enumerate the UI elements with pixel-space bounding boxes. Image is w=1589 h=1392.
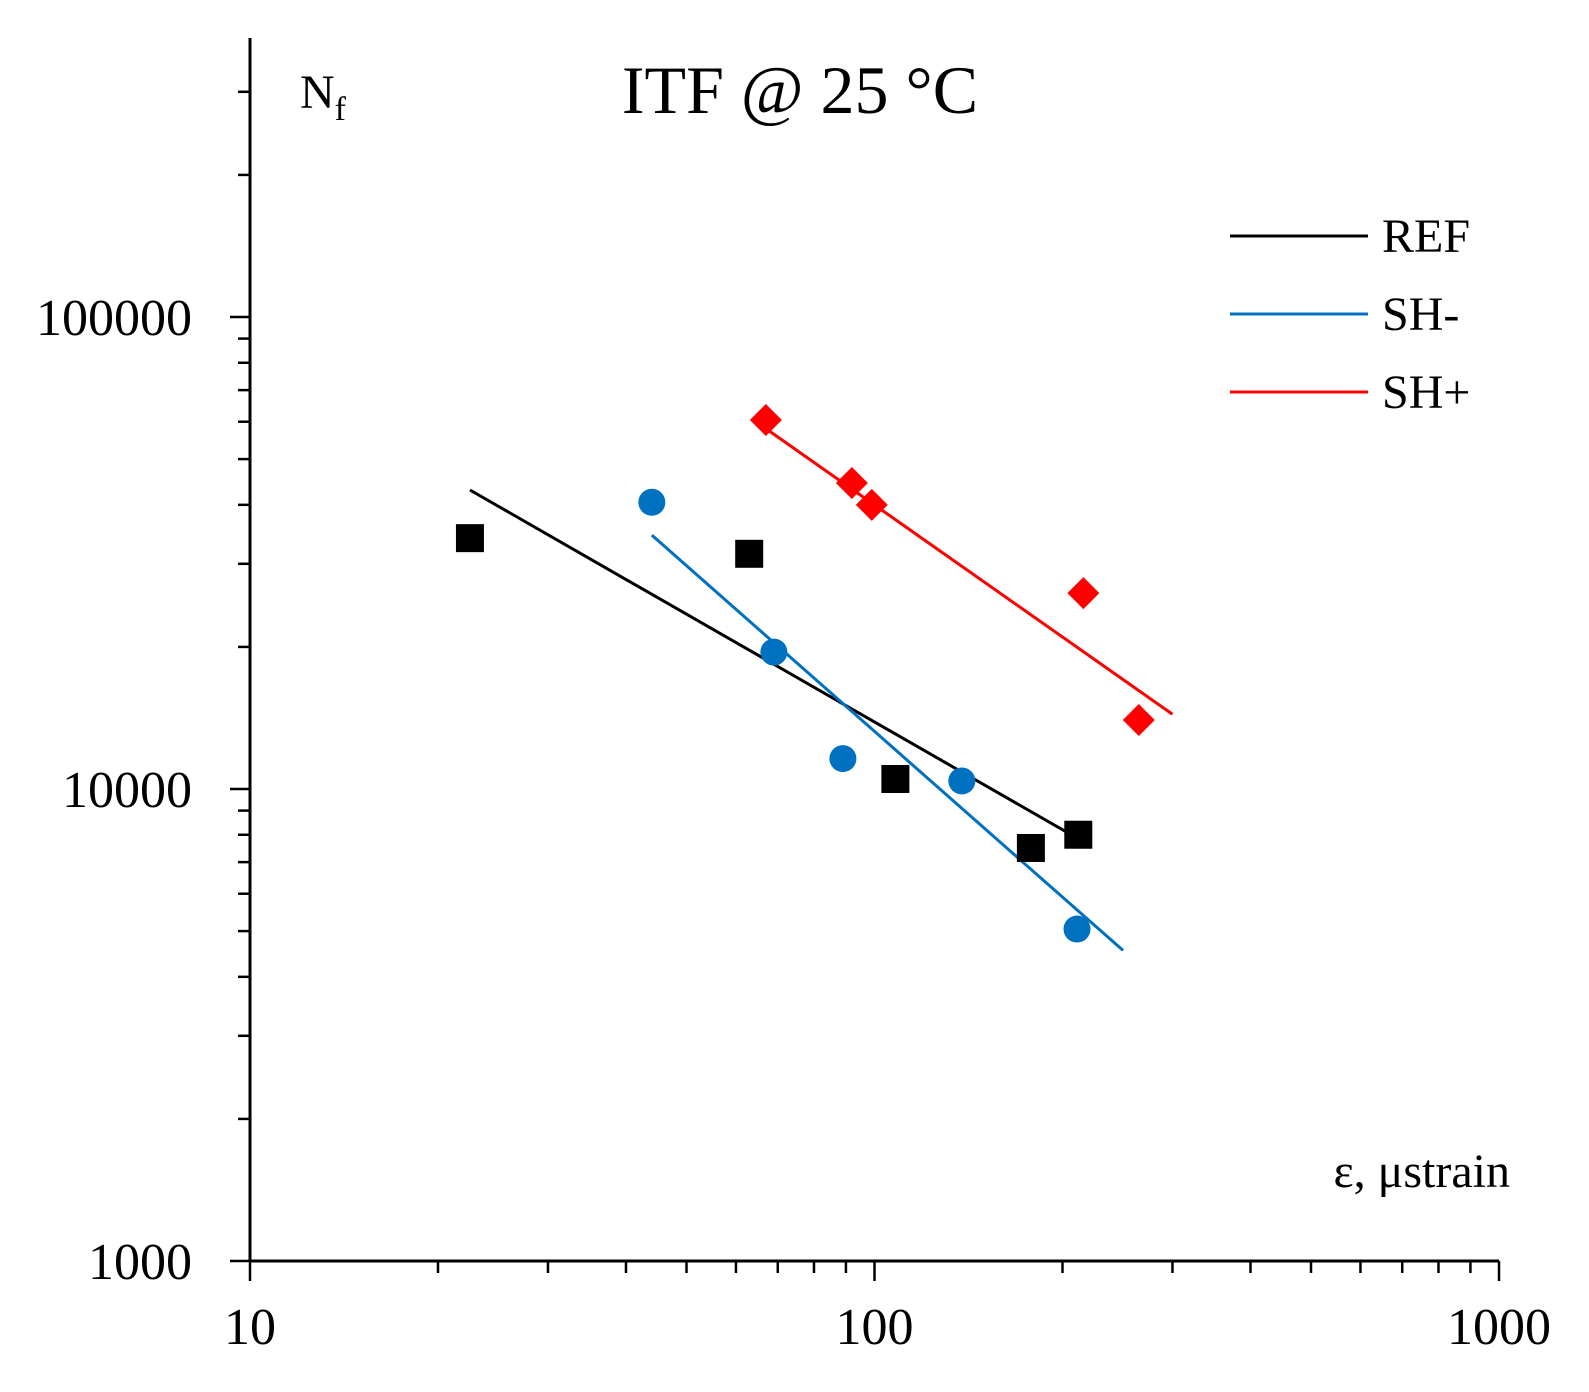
- x-tick-label: 10: [224, 1299, 276, 1356]
- legend: REF SH- SH+: [1230, 210, 1470, 419]
- x-axis-title: ε, μstrain: [1333, 1145, 1510, 1198]
- trendline-shplus: [765, 427, 1174, 716]
- data-point-ref: [1064, 820, 1093, 849]
- y-axis-title: Nf: [300, 66, 347, 128]
- legend-label-shplus: SH+: [1382, 366, 1470, 419]
- data-point-shminus: [760, 638, 788, 666]
- data-point-ref: [455, 524, 484, 553]
- data-point-shminus: [948, 767, 976, 795]
- x-tick-label: 1000: [1447, 1299, 1551, 1356]
- axes: [230, 38, 1501, 1281]
- trendlines: [469, 427, 1174, 952]
- y-tick-label: 100000: [36, 290, 192, 347]
- data-point-shminus: [638, 488, 666, 516]
- data-point-shplus: [835, 466, 868, 499]
- y-tick-label: 10000: [62, 762, 192, 819]
- data-point-shplus: [1067, 577, 1100, 610]
- tick-labels: 10 100 1000 1000 10000 100000: [36, 290, 1551, 1356]
- x-tick-label: 100: [836, 1299, 914, 1356]
- trendline-shminus: [650, 534, 1125, 952]
- data-point-shminus: [1063, 915, 1091, 943]
- data-point-ref: [1016, 833, 1045, 862]
- legend-label-ref: REF: [1382, 210, 1470, 263]
- data-points: [455, 404, 1155, 943]
- data-point-shplus: [749, 404, 782, 437]
- data-point-shplus: [1122, 704, 1155, 737]
- y-tick-label: 1000: [88, 1234, 192, 1291]
- data-point-shplus: [855, 488, 888, 521]
- data-point-shminus: [829, 745, 857, 773]
- data-point-ref: [735, 539, 764, 568]
- chart-title: ITF @ 25 °C: [622, 52, 978, 128]
- y-axis-title-main: N: [300, 66, 335, 119]
- data-point-ref: [881, 764, 910, 793]
- legend-label-shminus: SH-: [1382, 288, 1459, 341]
- y-axis-title-subscript: f: [335, 91, 347, 128]
